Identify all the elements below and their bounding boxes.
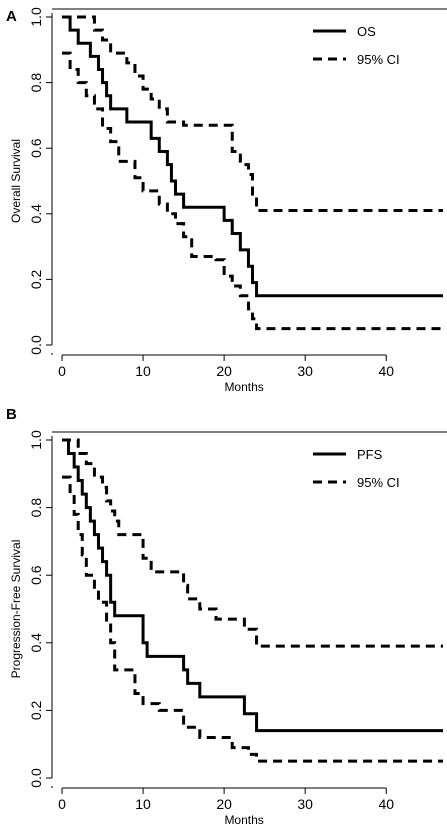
legend: OS 95% CI — [313, 24, 400, 67]
x-tick-label: 0 — [58, 363, 66, 379]
y-axis-title: Progression-Free Survival — [9, 540, 23, 679]
x-tick-label: 20 — [216, 796, 232, 812]
x-axis-title: Months — [224, 813, 263, 827]
x-tick-label: 10 — [135, 363, 151, 379]
x-tick-label: 30 — [297, 363, 313, 379]
y-tick-label: 0.0 — [28, 335, 44, 355]
y-tick-label: 0.2 — [28, 269, 44, 289]
x-tick-label: 40 — [378, 363, 394, 379]
y-tick-label: 0.6 — [28, 138, 44, 158]
series-line-estimate — [62, 15, 443, 298]
y-tick-label: 0.2 — [28, 700, 44, 720]
legend: PFS 95% CI — [313, 447, 400, 490]
x-tick-label: 30 — [297, 796, 313, 812]
panel-letter: A — [6, 8, 17, 25]
y-tick-label: 0.8 — [28, 73, 44, 93]
series-line-ci-upper — [62, 438, 443, 648]
series-line-ci-lower — [62, 51, 443, 331]
y-tick-label: 0.6 — [28, 565, 44, 585]
y-tick-label: 0.0 — [28, 768, 44, 788]
x-tick-label: 10 — [135, 796, 151, 812]
series-line-estimate — [62, 438, 443, 733]
series-line-ci-upper — [62, 15, 443, 213]
y-axis-title: Overall Survival — [9, 139, 23, 223]
y-tick-label: 1.0 — [28, 7, 44, 27]
legend-label: 95% CI — [357, 475, 400, 490]
series-line-ci-lower — [62, 475, 443, 763]
x-axis-title: Months — [224, 380, 263, 394]
chart-panel-a: A 0.0 0.2 0.4 0.6 0.8 1.0 0 10 20 30 40 Months Overal… — [6, 7, 447, 394]
chart-panel-b: B 0.0 0.2 0.4 0.6 0.8 1.0 0 10 20 30 40 Months Progre… — [6, 406, 447, 827]
legend-label: OS — [357, 24, 376, 39]
x-tick-label: 40 — [378, 796, 394, 812]
y-tick-label: 0.4 — [28, 204, 44, 224]
y-tick-label: 0.4 — [28, 633, 44, 653]
legend-label: PFS — [357, 447, 383, 462]
panel-letter: B — [6, 406, 17, 423]
x-tick-label: 20 — [216, 363, 232, 379]
y-tick-label: 1.0 — [28, 430, 44, 450]
legend-label: 95% CI — [357, 52, 400, 67]
x-tick-label: 0 — [58, 796, 66, 812]
y-tick-label: 0.8 — [28, 498, 44, 518]
